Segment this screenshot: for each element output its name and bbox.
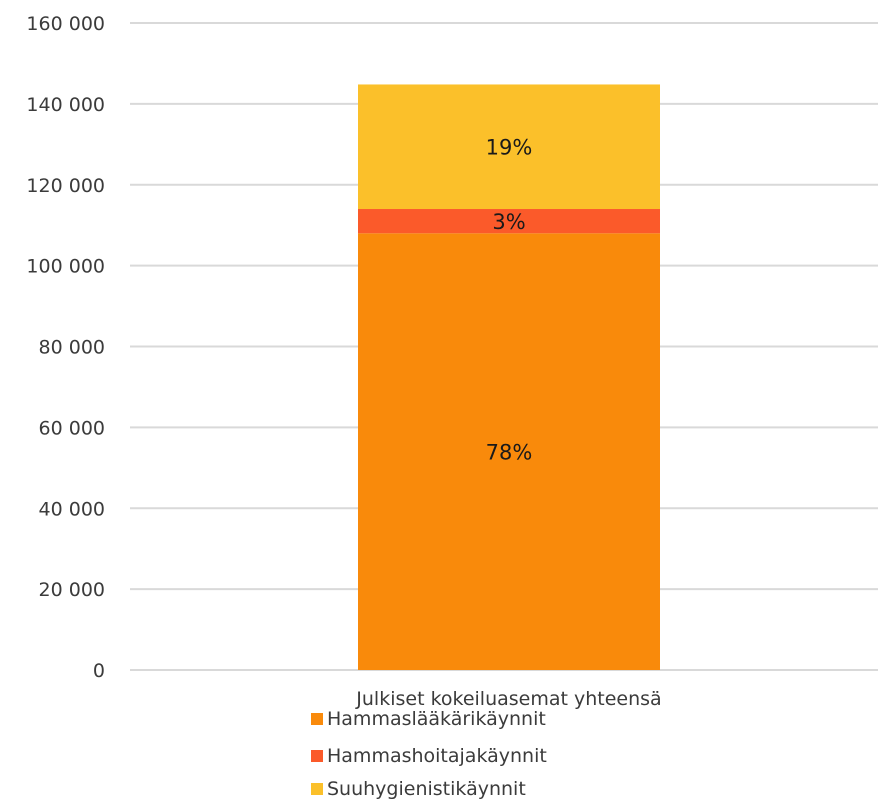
legend-swatch <box>311 750 323 762</box>
legend: Hammaslääkärikäynnit Hammashoitajakäynnit… <box>311 708 547 800</box>
y-axis: 0 20 000 40 000 60 000 80 000 100 000 120 000 1… <box>26 13 105 682</box>
y-tick-label: 100 000 <box>26 256 105 278</box>
bar-stack <box>358 84 660 670</box>
data-label: 78% <box>486 441 533 465</box>
legend-label: Hammaslääkärikäynnit <box>327 708 546 730</box>
y-tick-label: 80 000 <box>39 337 105 359</box>
bar-segment-3[interactable] <box>358 84 660 210</box>
y-tick-label: 160 000 <box>26 13 105 35</box>
y-tick-label: 20 000 <box>39 579 105 601</box>
x-axis: Julkiset kokeiluasemat yhteensä <box>355 688 661 710</box>
legend-swatch <box>311 713 323 725</box>
y-tick-label: 0 <box>93 660 105 682</box>
data-labels: 78% 3% 19% <box>486 136 533 465</box>
bar-segment-1[interactable] <box>358 233 660 670</box>
y-tick-label: 40 000 <box>39 498 105 520</box>
data-label: 19% <box>486 136 533 160</box>
legend-label: Suuhygienistikäynnit <box>327 778 526 800</box>
data-label: 3% <box>492 210 525 234</box>
y-tick-label: 120 000 <box>26 175 105 197</box>
y-tick-label: 140 000 <box>26 94 105 116</box>
bar-segment-2[interactable] <box>358 209 660 234</box>
legend-swatch <box>311 783 323 795</box>
x-category-label: Julkiset kokeiluasemat yhteensä <box>355 688 661 710</box>
y-tick-label: 60 000 <box>39 417 105 439</box>
legend-label: Hammashoitajakäynnit <box>327 745 547 767</box>
